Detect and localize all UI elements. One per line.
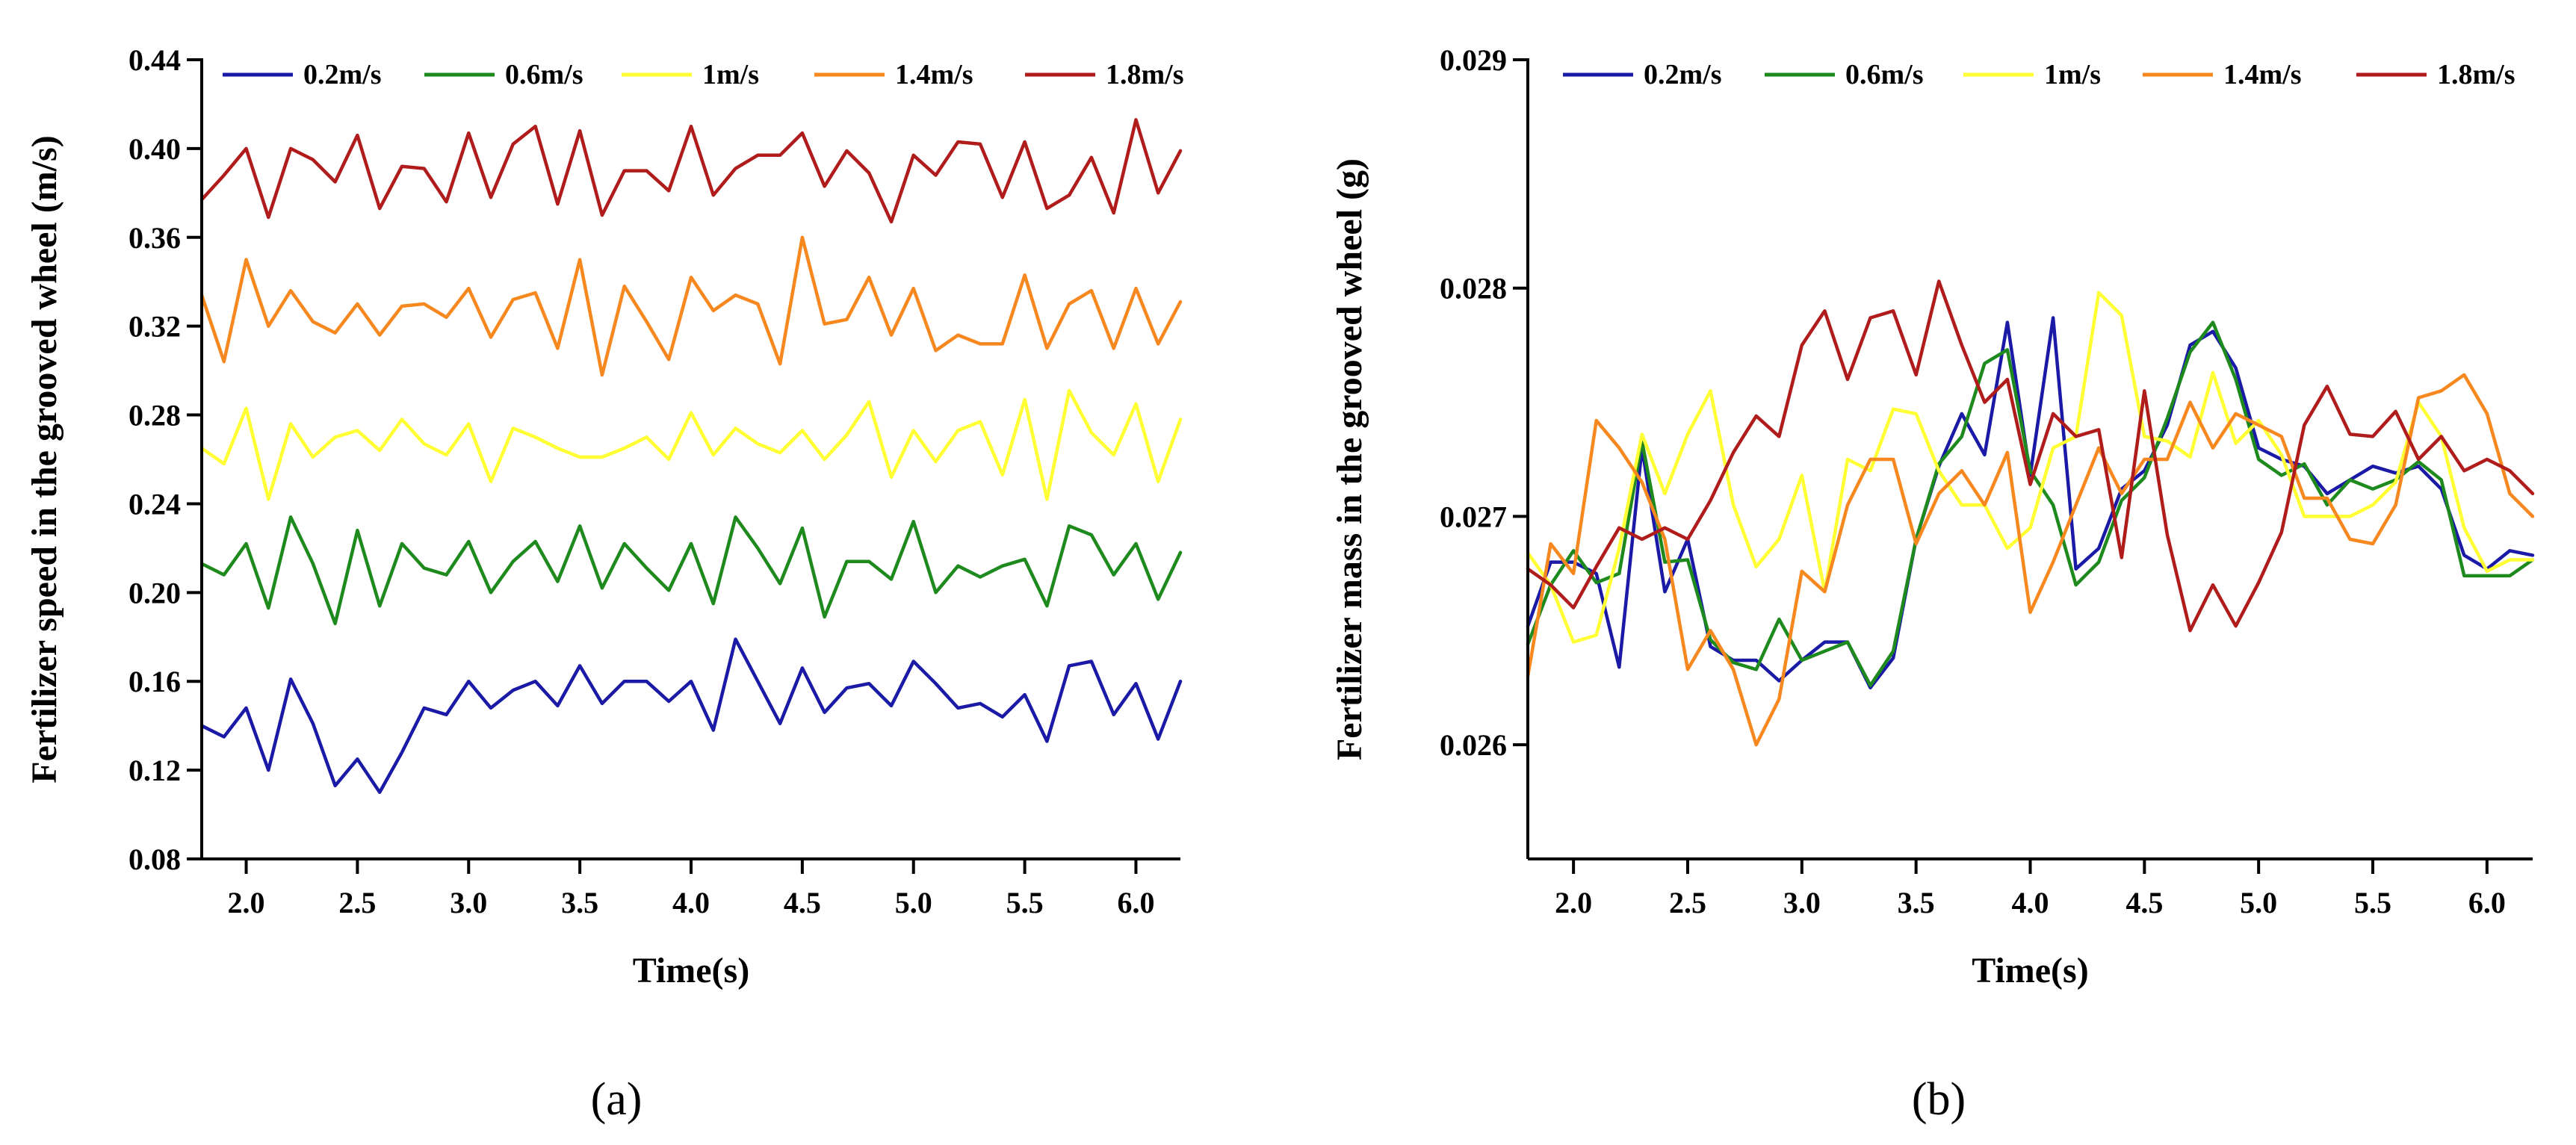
legend: 0.2m/s 0.6m/s 1m/s 1.4m/s 1.8m/s <box>1563 59 2515 90</box>
series-line-1ms <box>1526 291 2535 644</box>
x-tick-label: 4.5 <box>784 886 821 919</box>
legend-label: 1m/s <box>702 59 759 90</box>
series-line-0-2ms <box>199 637 1183 795</box>
x-tick-label: 3.5 <box>1898 886 1935 919</box>
y-tick-label: 0.08 <box>129 843 181 876</box>
x-tick-label: 3.0 <box>1783 886 1821 919</box>
legend-label: 1.4m/s <box>2223 59 2302 90</box>
legend-label: 1.8m/s <box>1106 59 1184 90</box>
y-tick-label: 0.28 <box>129 399 181 432</box>
x-tick-label: 5.5 <box>1006 886 1044 919</box>
x-tick-label: 2.0 <box>1555 886 1592 919</box>
y-tick-label: 0.12 <box>129 754 181 787</box>
legend-label: 0.2m/s <box>303 59 382 90</box>
x-tick-label: 5.0 <box>895 886 932 919</box>
y-tick-label: 0.026 <box>1440 728 1507 762</box>
panel-label: (a) <box>591 1074 643 1125</box>
chart-panel-b: 0.026 0.027 0.028 0.029 2.0 2.5 3.0 3.5 4.0 4.5 5.… <box>1330 43 2535 1125</box>
x-tick-label: 5.5 <box>2354 886 2391 919</box>
legend-label: 1.4m/s <box>895 59 973 90</box>
series-line-1-4ms <box>199 235 1183 377</box>
series-line-1ms <box>199 388 1183 501</box>
series-line-0-2ms <box>1526 316 2535 689</box>
y-tick-label: 0.027 <box>1440 500 1507 533</box>
x-tick-label: 6.0 <box>2468 886 2506 919</box>
x-tick-label: 4.0 <box>2012 886 2049 919</box>
series-line-1-8ms <box>199 118 1183 224</box>
x-tick-label: 2.5 <box>338 886 376 919</box>
series-line-1-4ms <box>1526 373 2535 747</box>
panel-label: (b) <box>1912 1074 1966 1125</box>
chart-panel-a: 0.08 0.12 0.16 0.20 0.24 0.28 0.32 0.36 0.40 0.44… <box>25 43 1184 1125</box>
y-tick-label: 0.36 <box>129 221 181 255</box>
y-tick-label: 0.24 <box>129 487 181 521</box>
legend-label: 1m/s <box>2044 59 2101 90</box>
x-tick-label: 3.0 <box>450 886 487 919</box>
x-tick-label: 2.5 <box>1669 886 1706 919</box>
series-line-1-8ms <box>1526 279 2535 633</box>
legend-label: 0.6m/s <box>1845 59 1924 90</box>
y-tick-label: 0.029 <box>1440 43 1507 77</box>
x-axis-title: Time(s) <box>1972 951 2088 990</box>
legend: 0.2m/s 0.6m/s 1m/s 1.4m/s 1.8m/s <box>223 59 1184 90</box>
y-tick-label: 0.32 <box>129 310 181 344</box>
x-tick-label: 6.0 <box>1117 886 1154 919</box>
x-tick-label: 4.5 <box>2125 886 2163 919</box>
y-tick-label: 0.028 <box>1440 272 1507 305</box>
series-line-0-6ms <box>1526 320 2535 687</box>
x-tick-label: 4.0 <box>672 886 710 919</box>
legend-label: 0.2m/s <box>1644 59 1722 90</box>
x-tick-label: 2.0 <box>228 886 265 919</box>
x-axis-title: Time(s) <box>633 951 749 990</box>
legend-label: 1.8m/s <box>2437 59 2515 90</box>
series-line-0-6ms <box>199 515 1183 626</box>
y-tick-label: 0.16 <box>129 665 181 698</box>
y-tick-label: 0.44 <box>129 43 181 77</box>
y-tick-label: 0.40 <box>129 132 181 166</box>
y-tick-label: 0.20 <box>129 576 181 609</box>
y-axis-title: Fertilizer mass in the grooved wheel (g) <box>1330 158 1369 760</box>
y-axis-title: Fertilizer speed in the grooved wheel (m… <box>25 135 64 783</box>
legend-label: 0.6m/s <box>505 59 583 90</box>
x-tick-label: 5.0 <box>2240 886 2277 919</box>
x-tick-label: 3.5 <box>561 886 598 919</box>
